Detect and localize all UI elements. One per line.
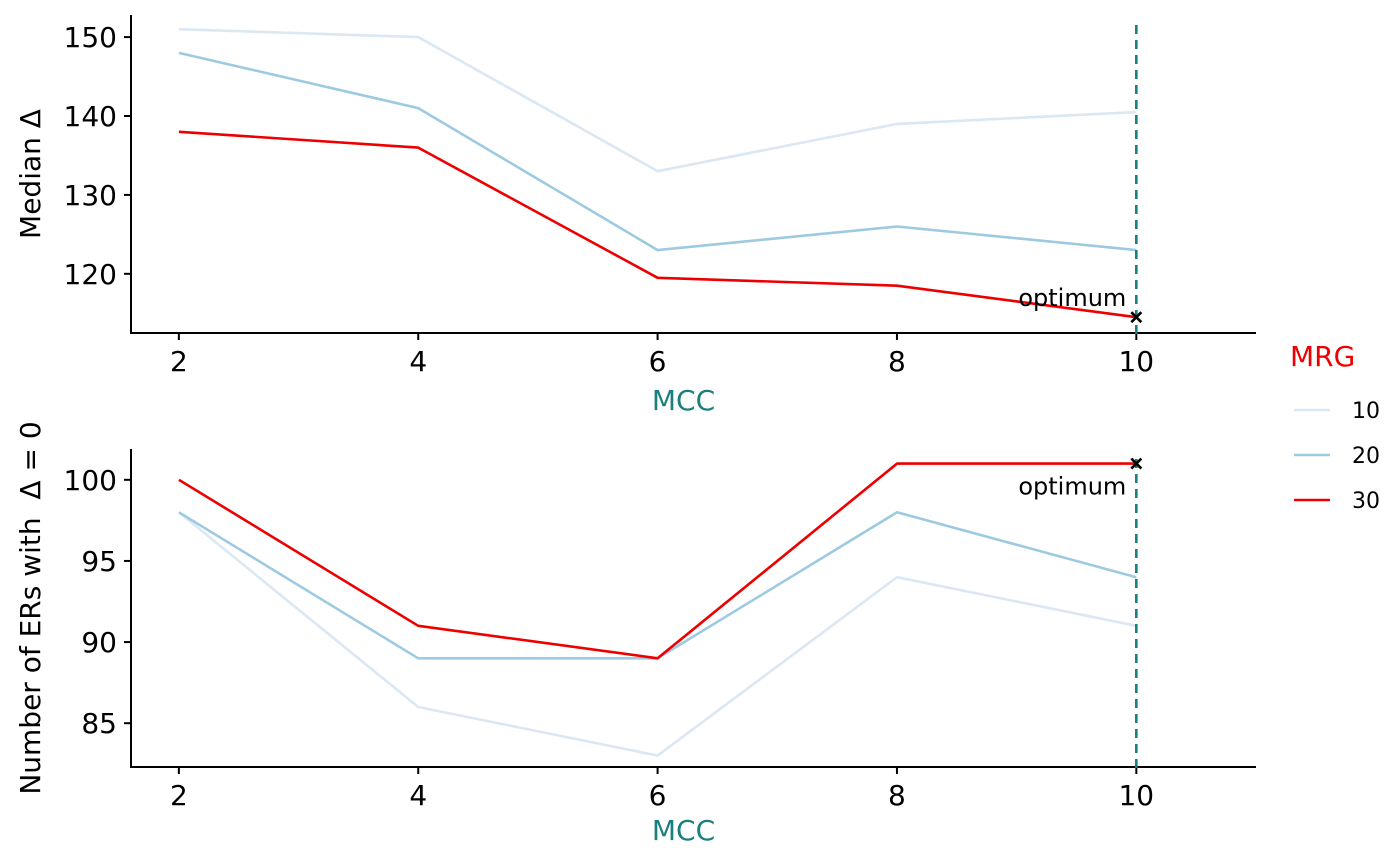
panel-number-of-ers: 85 90 95 100 2 4 6 8 10 MCC Number of ERs with Δ =… [14, 421, 1256, 847]
legend-title: MRG [1290, 340, 1355, 373]
legend-entry-30: 30 [1294, 489, 1380, 514]
legend-entry-20: 20 [1294, 444, 1380, 469]
x-tick-label: 10 [1118, 345, 1154, 378]
x-tick-label: 6 [649, 779, 667, 812]
legend-label: 20 [1352, 444, 1380, 469]
x-tick-label: 2 [170, 779, 188, 812]
x-tick-label: 10 [1118, 779, 1154, 812]
x-tick-label: 2 [170, 345, 188, 378]
panel-median-delta: 120 130 140 150 2 4 6 8 10 MCC Median Δ optimum [14, 15, 1256, 417]
x-tick-label: 6 [649, 345, 667, 378]
x-axis-title: MCC [652, 384, 715, 417]
y-tick-label: 120 [64, 258, 117, 291]
optimum-marker [1130, 457, 1143, 470]
y-tick-label: 130 [64, 179, 117, 212]
legend-label: 30 [1352, 489, 1380, 514]
y-axis-title: Number of ERs with Δ = 0 [14, 421, 47, 794]
legend: MRG 10 20 30 [1290, 340, 1380, 514]
y-tick-label: 90 [81, 626, 117, 659]
optimum-label: optimum [1018, 473, 1126, 501]
y-tick-label: 150 [64, 21, 117, 54]
series-line-10 [178, 511, 1137, 757]
series-line-20 [178, 51, 1137, 252]
series-line-10 [178, 27, 1137, 173]
series-line-30 [178, 130, 1137, 319]
x-tick-label: 4 [409, 779, 427, 812]
x-axis-title: MCC [652, 814, 715, 847]
y-tick-label: 95 [81, 545, 117, 578]
y-tick-label: 85 [81, 707, 117, 740]
series-line-20 [178, 510, 1137, 660]
y-axis-title: Median Δ [14, 109, 47, 239]
legend-entry-10: 10 [1294, 399, 1380, 424]
optimum-label: optimum [1018, 284, 1126, 312]
x-tick-label: 8 [888, 345, 906, 378]
y-tick-label: 140 [64, 100, 117, 133]
x-tick-label: 4 [409, 345, 427, 378]
series-line-30 [178, 462, 1137, 660]
x-tick-label: 8 [888, 779, 906, 812]
optimum-marker [1130, 311, 1143, 324]
y-tick-label: 100 [64, 464, 117, 497]
legend-label: 10 [1352, 399, 1380, 424]
